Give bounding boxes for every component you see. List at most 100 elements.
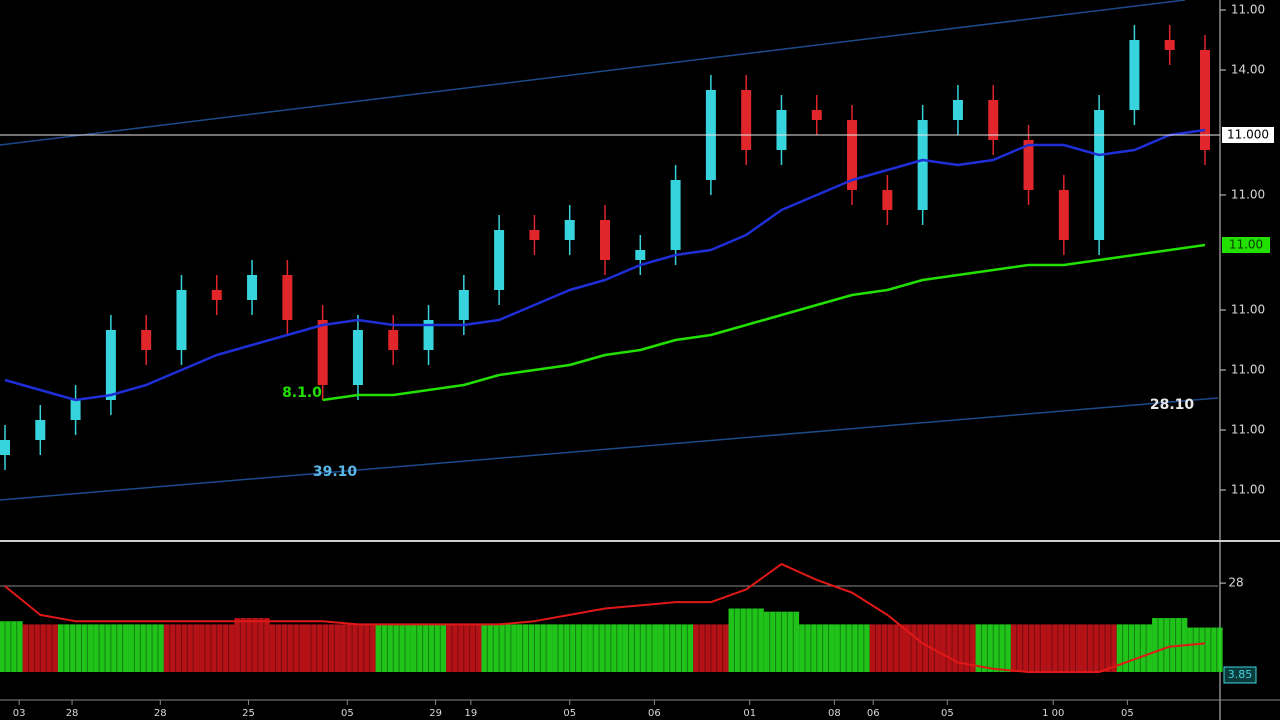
histogram-bar	[375, 624, 411, 672]
candle-body	[352, 330, 363, 385]
histogram-bar	[199, 624, 235, 672]
histogram-bar	[799, 624, 835, 672]
candle-body	[458, 290, 469, 320]
histogram-bar	[728, 608, 764, 672]
candle-body	[141, 330, 152, 350]
x-tick-label: 08	[828, 708, 841, 719]
annotation: 39.10	[313, 464, 358, 480]
histogram-bar	[234, 618, 270, 672]
histogram-bar	[516, 624, 553, 672]
oscillator-line	[4, 563, 1206, 673]
trend-channel-bottom	[0, 397, 1219, 501]
candle-body	[105, 330, 116, 400]
histogram-bar	[446, 624, 482, 672]
ma-value-box	[1222, 237, 1270, 253]
histogram-bar	[163, 624, 200, 672]
x-tick-label: 25	[242, 708, 255, 719]
histogram-bar	[410, 624, 447, 672]
candle-body	[635, 250, 646, 260]
x-tick-label: 28	[154, 708, 167, 719]
histogram-bar	[763, 611, 800, 672]
annotation: 28.10	[1150, 397, 1195, 413]
candle-body	[176, 290, 187, 350]
histogram-bar	[128, 624, 164, 672]
candle-body	[1164, 40, 1175, 50]
y-tick-label: 11.00	[1231, 423, 1265, 437]
candle-body	[282, 275, 293, 320]
y-tick-label: 11.00	[1231, 363, 1265, 377]
histogram-bar	[481, 624, 517, 672]
histogram-bar	[587, 624, 623, 672]
y-tick-label: 11.00	[1231, 303, 1265, 317]
trend-channel-top	[0, 0, 1186, 146]
x-tick-label: 28	[66, 708, 79, 719]
x-tick-label: 01	[743, 708, 756, 719]
candle-body	[1094, 110, 1105, 240]
candle-body	[670, 180, 681, 250]
candle-body	[1129, 40, 1140, 110]
histogram-bar	[22, 624, 58, 672]
candle-body	[741, 90, 752, 150]
x-tick-label: 19	[465, 708, 478, 719]
candle-body	[811, 110, 822, 120]
candle-body	[388, 330, 399, 350]
histogram-bar	[905, 624, 941, 672]
candle-body	[494, 230, 505, 290]
histogram-bar	[657, 624, 694, 672]
histogram-bar	[975, 624, 1011, 672]
x-tick-label: 29	[429, 708, 442, 719]
histogram-bar	[93, 624, 129, 672]
moving-average	[322, 243, 1206, 402]
candle-body	[1023, 140, 1034, 190]
histogram-bar	[622, 624, 658, 672]
annotation: 8.1.0	[282, 385, 322, 401]
histogram-bar	[340, 624, 376, 672]
moving-average	[4, 128, 1206, 402]
histogram-bar	[1187, 627, 1223, 672]
histogram-bar	[269, 624, 305, 672]
candle-body	[1200, 50, 1210, 150]
histogram-bar	[552, 624, 588, 672]
y-tick-label: 14.00	[1231, 63, 1265, 77]
histogram-bar	[693, 624, 729, 672]
candle-body	[1058, 190, 1069, 240]
candle-body	[564, 220, 575, 240]
oscillator-value-label: 3.85	[1228, 668, 1253, 681]
y-tick-label: 11.00	[1231, 188, 1265, 202]
candle-body	[211, 290, 222, 300]
histogram-bar	[869, 624, 905, 672]
candle-body	[988, 100, 999, 140]
x-tick-label: 03	[13, 708, 26, 719]
candle-body	[70, 400, 81, 420]
x-tick-label: 06	[648, 708, 661, 719]
oscillator-tick-label: 28	[1228, 576, 1243, 590]
candle-body	[247, 275, 258, 300]
histogram-bar	[305, 624, 341, 672]
x-tick-label: 05	[1121, 708, 1134, 719]
x-tick-label: 05	[941, 708, 954, 719]
y-tick-label: 11.00	[1231, 483, 1265, 497]
candle-body	[917, 120, 928, 210]
histogram-bar	[0, 621, 23, 672]
x-tick-label: 05	[341, 708, 354, 719]
histogram-bar	[57, 624, 94, 672]
candle-body	[882, 190, 893, 210]
x-tick-label: 05	[563, 708, 576, 719]
candle-body	[317, 320, 328, 385]
candle-body	[0, 440, 10, 455]
histogram-bar	[1046, 624, 1082, 672]
histogram-bar	[1010, 624, 1047, 672]
histogram-bar	[834, 624, 870, 672]
candle-body	[423, 320, 434, 350]
candle-body	[529, 230, 540, 240]
candle-body	[600, 220, 610, 260]
last-price-label: 11.000	[1227, 128, 1269, 142]
y-tick-label: 11.00	[1231, 3, 1265, 17]
histogram-bar	[1081, 624, 1117, 672]
candle-body	[776, 110, 787, 150]
x-tick-label: 06	[867, 708, 880, 719]
candle-body	[35, 420, 46, 440]
oscillator-value-box	[1223, 666, 1257, 684]
